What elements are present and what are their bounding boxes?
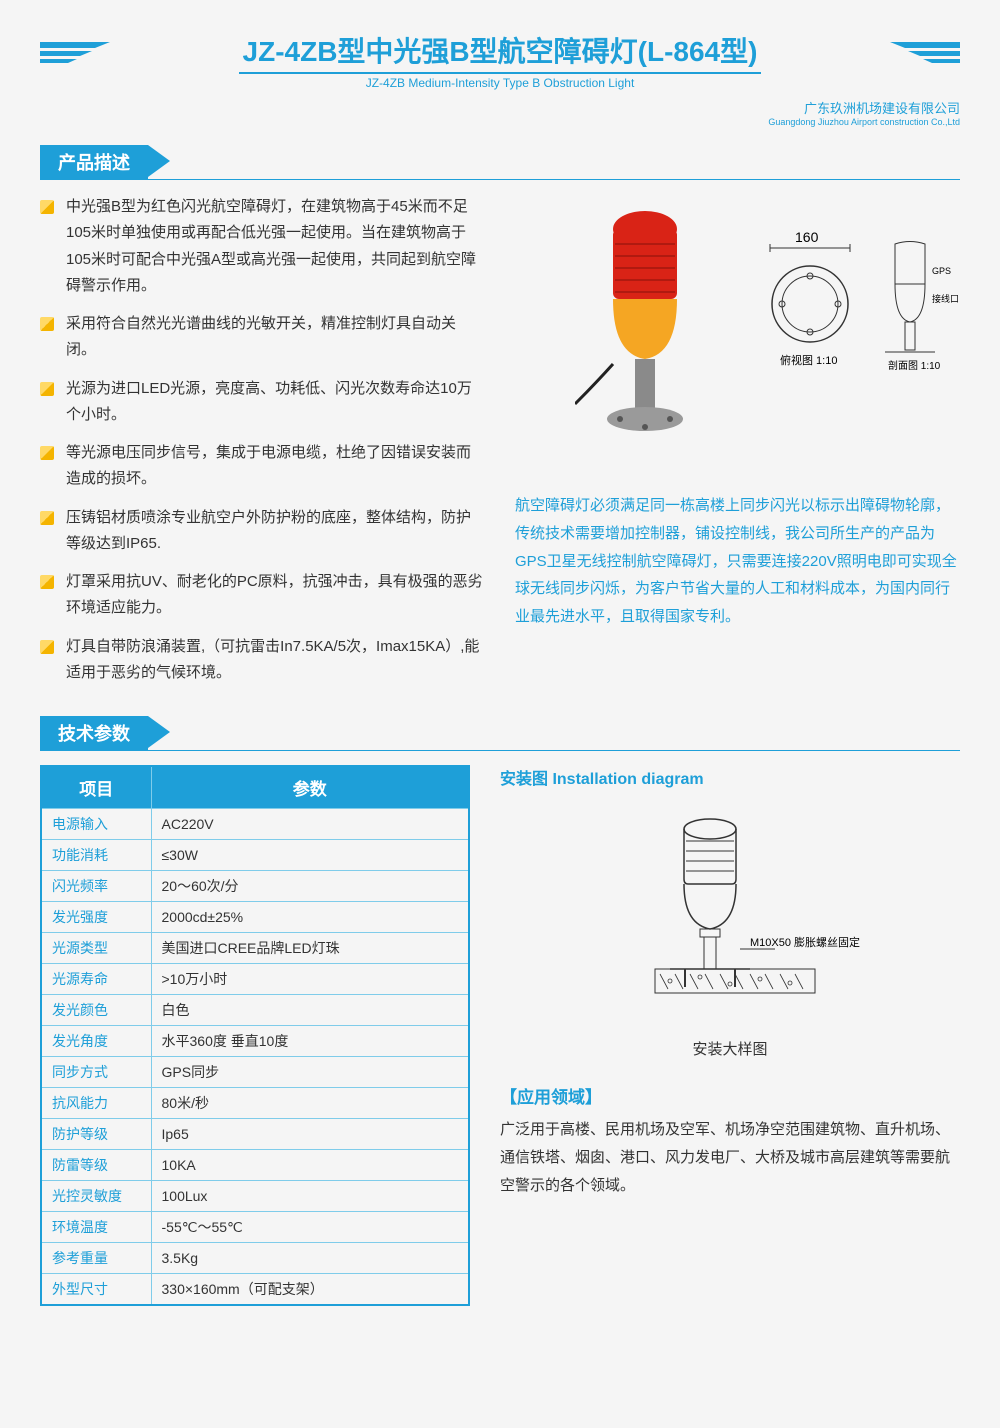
bullet-item: 灯罩采用抗UV、耐老化的PC原料，抗强冲击，具有极强的恶劣环境适应能力。	[40, 569, 485, 622]
table-row: 发光强度2000cd±25%	[41, 902, 469, 933]
bullet-item: 压铸铝材质喷涂专业航空户外防护粉的底座，整体结构，防护等级达到IP65.	[40, 505, 485, 558]
title-sub: JZ-4ZB Medium-Intensity Type B Obstructi…	[40, 76, 960, 90]
bullet-item: 等光源电压同步信号，集成于电源电缆，杜绝了因错误安装而造成的损坏。	[40, 440, 485, 493]
bullet-list: 中光强B型为红色闪光航空障碍灯，在建筑物高于45米而不足105米时单独使用或再配…	[40, 194, 485, 686]
bullet-item: 光源为进口LED光源，亮度高、功耗低、闪光次数寿命达10万个小时。	[40, 376, 485, 429]
dim-width-label: 160	[795, 229, 819, 245]
table-row: 抗风能力80米/秒	[41, 1088, 469, 1119]
bullet-item: 灯具自带防浪涌装置,（可抗雷击In7.5KA/5次，Imax15KA）,能适用于…	[40, 634, 485, 687]
application-title: 【应用领域】	[500, 1083, 960, 1108]
table-row: 闪光频率20～60次/分	[41, 871, 469, 902]
dimension-drawing: 160 俯视图 1:10 剖面图 1:10 GPS	[760, 224, 960, 427]
spec-table: 项目 参数 电源输入AC220V 功能消耗≤30W 闪光频率20～60次/分 发…	[40, 765, 470, 1306]
product-photo	[575, 204, 735, 474]
table-row: 光源类型美国进口CREE品牌LED灯珠	[41, 933, 469, 964]
table-row: 发光角度水平360度 垂直10度	[41, 1026, 469, 1057]
title-main: JZ-4ZB型中光强B型航空障碍灯(L-864型)	[239, 30, 762, 74]
table-row: 参考重量3.5Kg	[41, 1243, 469, 1274]
desc-content: 中光强B型为红色闪光航空障碍灯，在建筑物高于45米而不足105米时单独使用或再配…	[40, 194, 960, 698]
bullet-item: 采用符合自然光光谱曲线的光敏开关，精准控制灯具自动关闭。	[40, 311, 485, 364]
company-name-en: Guangdong Jiuzhou Airport construction C…	[40, 117, 960, 127]
table-header: 项目	[41, 766, 151, 809]
spec-table-col: 项目 参数 电源输入AC220V 功能消耗≤30W 闪光频率20～60次/分 发…	[40, 765, 470, 1306]
table-row: 环境温度-55℃～55℃	[41, 1212, 469, 1243]
spec-content: 项目 参数 电源输入AC220V 功能消耗≤30W 闪光频率20～60次/分 发…	[40, 765, 960, 1306]
table-row: 防护等级Ip65	[41, 1119, 469, 1150]
table-header-row: 项目 参数	[41, 766, 469, 809]
svg-text:剖面图 1:10: 剖面图 1:10	[888, 359, 941, 372]
table-header: 参数	[151, 766, 469, 809]
bullet-column: 中光强B型为红色闪光航空障碍灯，在建筑物高于45米而不足105米时单独使用或再配…	[40, 194, 485, 698]
blue-paragraph: 航空障碍灯必须满足同一栋高楼上同步闪光以标示出障碍物轮廓，传统技术需要增加控制器…	[515, 492, 960, 631]
wing-right-icon	[890, 38, 960, 68]
image-column: 160 俯视图 1:10 剖面图 1:10 GPS	[515, 194, 960, 698]
section-desc-tag: 产品描述	[40, 145, 148, 179]
table-row: 发光颜色白色	[41, 995, 469, 1026]
table-row: 外型尺寸330×160mm（可配支架）	[41, 1274, 469, 1306]
application-text: 广泛用于高楼、民用机场及空军、机场净空范围建筑物、直升机场、通信铁塔、烟囱、港口…	[500, 1116, 960, 1199]
svg-text:M10X50 膨胀螺丝固定: M10X50 膨胀螺丝固定	[750, 935, 860, 949]
install-app-col: 安装图 Installation diagram M10X50 膨胀螺丝固定	[500, 765, 960, 1306]
install-title: 安装图 Installation diagram	[500, 765, 960, 789]
install-caption: 安装大样图	[500, 1038, 960, 1059]
section-spec-tag: 技术参数	[40, 716, 148, 750]
section-line	[40, 179, 960, 180]
svg-text:接线口: 接线口	[932, 293, 959, 304]
table-row: 光控灵敏度100Lux	[41, 1181, 469, 1212]
table-row: 防雷等级10KA	[41, 1150, 469, 1181]
install-diagram: M10X50 膨胀螺丝固定 安装大样图	[500, 809, 960, 1059]
table-row: 同步方式GPS同步	[41, 1057, 469, 1088]
page-header: JZ-4ZB型中光强B型航空障碍灯(L-864型) JZ-4ZB Medium-…	[40, 30, 960, 90]
table-row: 功能消耗≤30W	[41, 840, 469, 871]
section-line	[40, 750, 960, 751]
bullet-item: 中光强B型为红色闪光航空障碍灯，在建筑物高于45米而不足105米时单独使用或再配…	[40, 194, 485, 299]
company-name: 广东玖洲机场建设有限公司	[40, 98, 960, 117]
wing-left-icon	[40, 38, 110, 68]
svg-text:俯视图 1:10: 俯视图 1:10	[780, 353, 837, 367]
svg-text:GPS: GPS	[932, 266, 951, 276]
product-image-area: 160 俯视图 1:10 剖面图 1:10 GPS	[515, 194, 960, 474]
table-row: 光源寿命>10万小时	[41, 964, 469, 995]
table-row: 电源输入AC220V	[41, 809, 469, 840]
